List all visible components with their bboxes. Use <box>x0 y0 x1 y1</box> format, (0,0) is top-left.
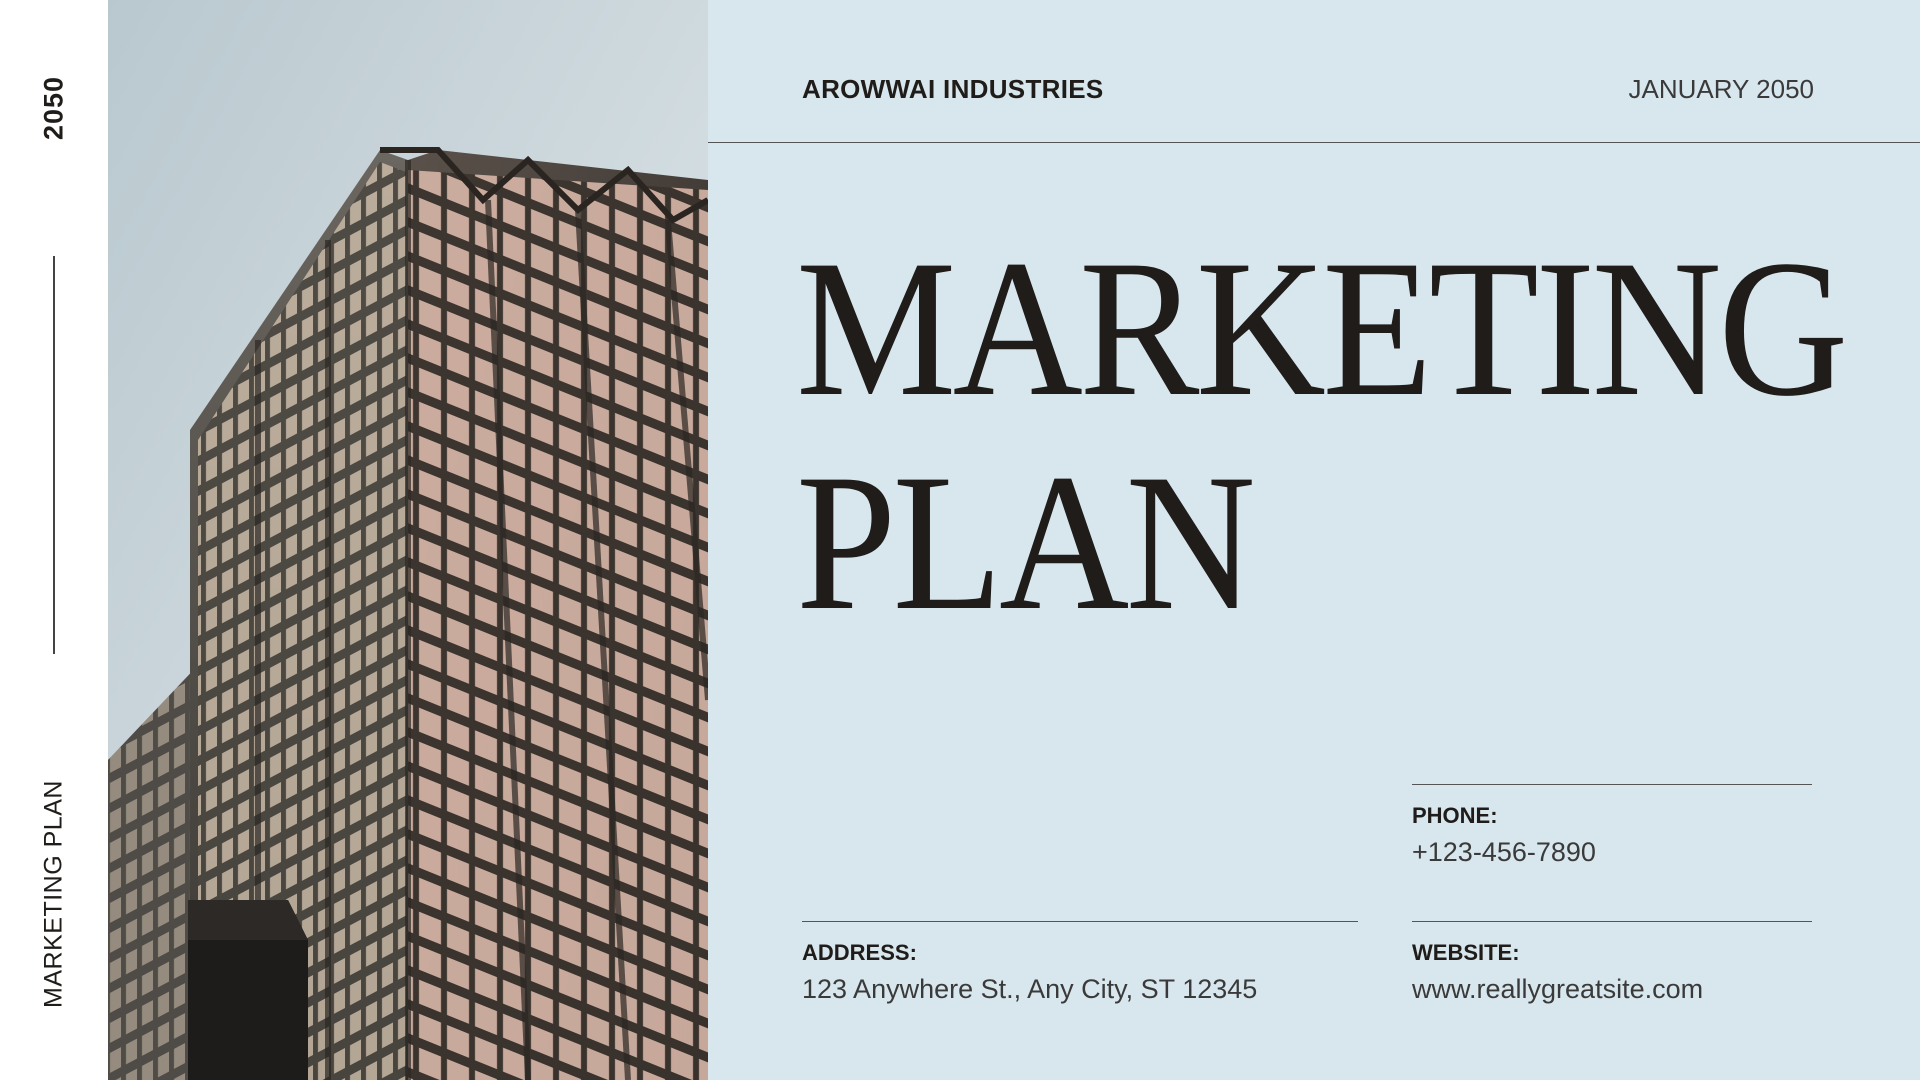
document-title: MARKETING PLAN <box>796 222 1920 650</box>
document-date: JANUARY 2050 <box>1628 74 1814 104</box>
side-year: 2050 <box>38 75 69 141</box>
address-block: ADDRESS: 123 Anywhere St., Any City, ST … <box>802 921 1358 1005</box>
website-label: WEBSITE: <box>1412 940 1520 965</box>
website-value: www.reallygreatsite.com <box>1412 974 1704 1004</box>
side-strip: 2050 MARKETING PLAN <box>0 0 108 1080</box>
phone-label: PHONE: <box>1412 803 1498 828</box>
side-divider <box>53 256 55 654</box>
side-title: MARKETING PLAN <box>39 780 68 1008</box>
building-photo <box>108 0 708 1080</box>
phone-value: +123-456-7890 <box>1412 837 1596 867</box>
website-divider <box>1412 921 1812 922</box>
header-divider <box>708 142 1920 143</box>
address-value: 123 Anywhere St., Any City, ST 12345 <box>802 974 1258 1004</box>
website-block: WEBSITE: www.reallygreatsite.com <box>1412 921 1812 1005</box>
title-line-2: PLAN <box>796 434 1256 651</box>
phone-divider <box>1412 784 1812 785</box>
title-line-1: MARKETING <box>796 220 1848 437</box>
phone-block: PHONE: +123-456-7890 <box>1412 784 1812 868</box>
company-name: AROWWAI INDUSTRIES <box>802 74 1104 104</box>
address-label: ADDRESS: <box>802 940 917 965</box>
address-divider <box>802 921 1358 922</box>
cover-panel: AROWWAI INDUSTRIES JANUARY 2050 MARKETIN… <box>708 0 1920 1080</box>
